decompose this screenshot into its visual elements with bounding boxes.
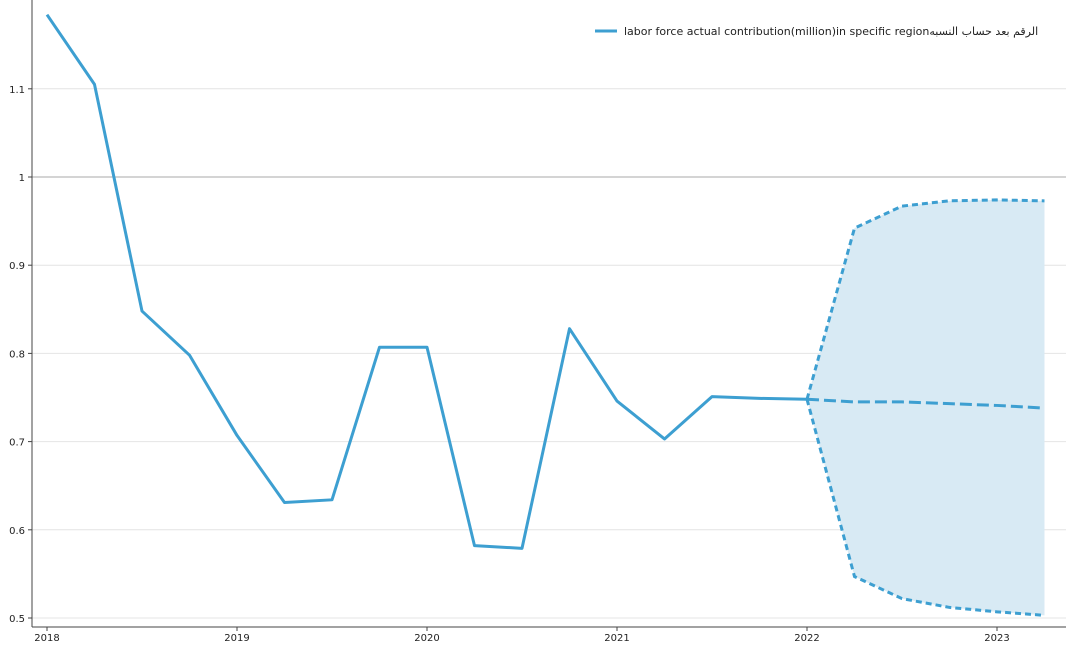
x-tick-label: 2023: [984, 633, 1009, 644]
forecast-upper-bound-line: [805, 198, 1045, 400]
series-lines: [45, 13, 1045, 617]
forecast-mean-line: [806, 397, 1045, 410]
tick-labels: 0.5 0.6 0.7 0.8 0.9 1 1.1 2018 2019 2020 2021 2022 2…: [9, 85, 1010, 644]
y-tick-label: 0.5: [9, 614, 25, 625]
y-tick-label: 0.7: [9, 438, 25, 449]
x-tick-label: 2020: [414, 633, 439, 644]
y-tick-label: 1.1: [9, 85, 25, 96]
forecast-lower-bound-line: [805, 398, 1045, 617]
y-tick-label: 0.8: [9, 349, 25, 360]
historical-series-line: [45, 13, 808, 550]
legend: labor force actual contribution(million)…: [595, 25, 1038, 38]
y-tick-label: 0.6: [9, 526, 25, 537]
y-tick-label: 1: [19, 173, 25, 184]
x-tick-label: 2022: [794, 633, 819, 644]
forecast-confidence-band: [807, 199, 1045, 616]
x-tick-label: 2021: [604, 633, 629, 644]
x-tick-label: 2018: [34, 633, 59, 644]
axes: [31, 0, 1066, 628]
x-tick-label: 2019: [224, 633, 249, 644]
legend-label: labor force actual contribution(million)…: [624, 25, 1038, 38]
y-tick-label: 0.9: [9, 261, 25, 272]
grid-lines: [32, 88, 1066, 619]
